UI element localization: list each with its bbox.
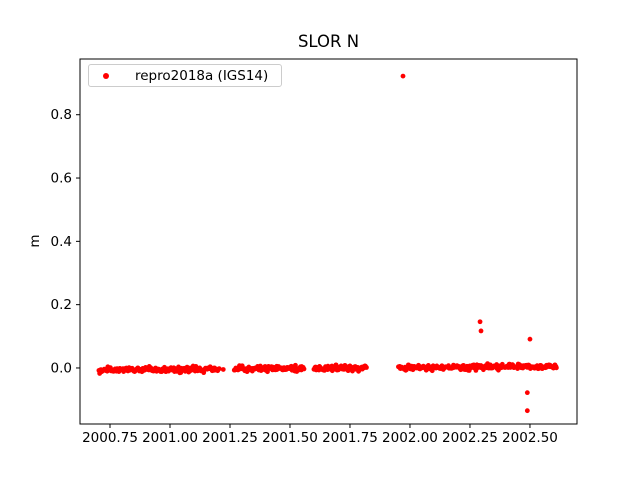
- scatter-point: [220, 367, 226, 372]
- scatter-outlier-point: [477, 319, 483, 325]
- scatter-outlier-point: [524, 408, 530, 414]
- legend: repro2018a (IGS14): [88, 64, 282, 87]
- x-tick-label: 2002.50: [502, 430, 558, 446]
- chart-title: SLOR N: [297, 32, 360, 51]
- legend-series-label: repro2018a (IGS14): [135, 67, 269, 84]
- y-tick-label: 0.0: [51, 360, 72, 376]
- y-tick-label: 0.6: [51, 171, 72, 187]
- scatter-outlier-point: [527, 336, 533, 342]
- x-tick-label: 2001.75: [322, 430, 378, 446]
- scatter-point: [553, 365, 559, 371]
- scatter-point: [301, 366, 307, 372]
- y-tick-label: 0.8: [51, 107, 72, 123]
- scatter-outlier-point: [478, 328, 484, 334]
- scatter-point: [216, 366, 222, 372]
- y-tick-label: 0.4: [51, 234, 72, 250]
- x-tick-label: 2002.25: [442, 430, 498, 446]
- x-tick-label: 2001.00: [142, 430, 198, 446]
- x-tick-label: 2001.50: [262, 430, 318, 446]
- legend-marker-dot: [103, 72, 109, 79]
- scatter-point: [364, 365, 369, 370]
- x-tick-label: 2002.00: [382, 430, 438, 446]
- y-tick-label: 0.2: [51, 297, 72, 313]
- x-tick-label: 2001.25: [202, 430, 258, 446]
- scatter-outlier-point: [400, 73, 406, 79]
- scatter-outlier-point: [524, 390, 530, 396]
- x-tick-label: 2000.75: [82, 430, 138, 446]
